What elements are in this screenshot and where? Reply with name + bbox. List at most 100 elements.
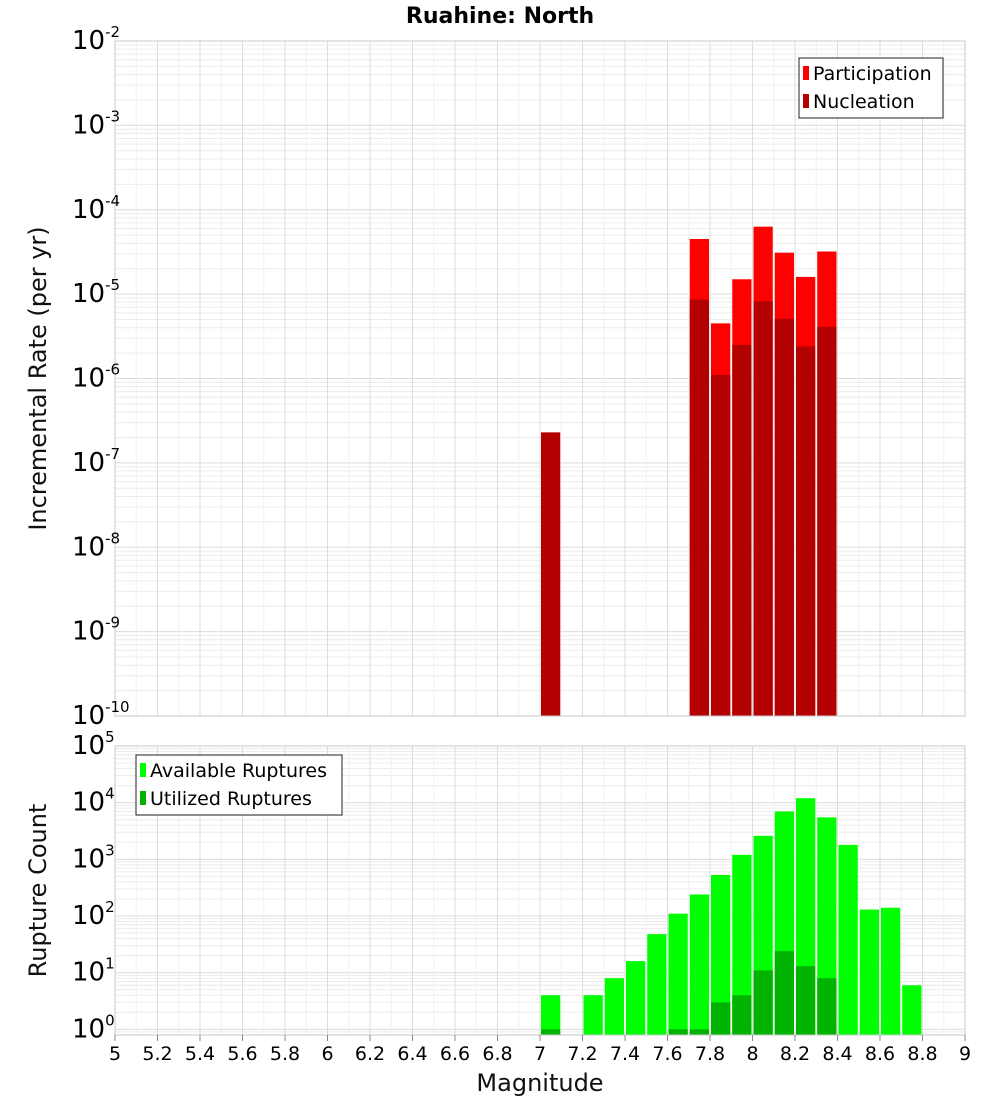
legend-label: Nucleation [813,91,915,113]
bar [817,326,837,716]
bar [774,318,794,716]
y-tick-base: 10 [72,26,105,56]
y-tick-label: 10-6 [72,361,120,394]
y-tick-exponent: 1 [105,955,115,973]
legend-label: Participation [813,63,932,85]
y-tick-label: 10-10 [72,698,130,731]
bar [689,299,709,716]
bar [541,995,561,1035]
y-tick-base: 10 [72,195,105,225]
y-tick-label: 10-3 [72,107,120,140]
y-tick-exponent: -9 [105,614,120,632]
x-tick-label: 6.4 [397,1043,427,1065]
bar [838,844,858,1035]
x-tick-label: 7 [534,1043,546,1065]
y-tick-base: 10 [72,364,105,394]
y-tick-exponent: -6 [105,361,120,379]
x-tick-label: 5.2 [142,1043,172,1065]
bar [732,854,752,1035]
bar [796,966,816,1035]
y-tick-base: 10 [72,532,105,562]
plot-frame [114,40,966,717]
y-tick-base: 10 [72,448,105,478]
x-tick-label: 6.6 [440,1043,470,1065]
y-tick-base: 10 [72,901,105,931]
x-tick-label: 8.8 [907,1043,937,1065]
y-tick-label: 105 [72,728,115,761]
y-axis-label: Incremental Rate (per yr) [24,226,52,530]
bar [689,894,709,1035]
bar [583,995,603,1035]
y-tick-base: 10 [72,731,105,761]
rate-panel: 10-1010-910-810-710-610-510-410-310-2Inc… [24,23,966,731]
y-tick-base: 10 [72,1014,105,1044]
y-tick-exponent: 5 [105,728,115,746]
legend-swatch [803,94,809,108]
bar [796,346,816,716]
y-tick-exponent: 3 [105,841,115,859]
bar [668,913,688,1035]
x-axis-ticks: 5 5.2 5.4 5.6 5.8 6 6.2 6.4 6.6 6.8 7 7.2 7.4 7.6 7.8 8… [109,1035,971,1065]
x-tick-label: 8 [746,1043,758,1065]
chart-title: Ruahine: North [406,4,594,29]
y-tick-exponent: 4 [105,785,115,803]
y-tick-label: 10-7 [72,445,120,478]
y-tick-label: 103 [72,841,115,874]
y-tick-base: 10 [72,110,105,140]
bar [711,874,731,1035]
legend-box [135,754,343,816]
y-tick-exponent: -7 [105,445,120,463]
y-tick-exponent: 0 [105,1011,115,1029]
bar [753,970,773,1035]
x-tick-label: 7.6 [652,1043,682,1065]
bar [647,934,667,1035]
y-tick-base: 10 [72,701,105,731]
y-tick-base: 10 [72,617,105,647]
y-tick-label: 101 [72,955,115,988]
x-tick-label: 6.2 [355,1043,385,1065]
legend-label: Available Ruptures [150,760,327,782]
bar [753,301,773,716]
x-tick-label: 5 [109,1043,121,1065]
bar [711,375,731,716]
bar [668,1029,688,1035]
legend-swatch [140,763,146,777]
bar [541,1029,561,1035]
grid [114,40,966,717]
x-tick-label: 7.8 [695,1043,725,1065]
bar [626,961,646,1035]
legend-label: Utilized Ruptures [150,788,312,810]
bar [817,978,837,1035]
y-tick-base: 10 [72,844,105,874]
x-tick-label: 8.6 [865,1043,895,1065]
x-tick-label: 7.2 [567,1043,597,1065]
y-tick-label: 10-2 [72,23,120,56]
y-tick-label: 104 [72,785,115,818]
y-tick-base: 10 [72,279,105,309]
y-tick-exponent: -8 [105,529,120,547]
legend-box [798,57,944,119]
y-tick-label: 10-5 [72,276,120,309]
y-tick-exponent: -4 [105,192,120,210]
y-tick-exponent: -2 [105,23,120,41]
x-tick-label: 6 [321,1043,333,1065]
x-tick-label: 9 [959,1043,971,1065]
y-tick-exponent: -3 [105,107,120,125]
x-tick-label: 8.4 [822,1043,852,1065]
x-tick-label: 5.4 [185,1043,215,1065]
bar [732,344,752,716]
bar [902,985,922,1035]
y-tick-label: 102 [72,898,115,931]
series-nucleation [541,299,837,716]
x-tick-label: 8.2 [780,1043,810,1065]
legend: Participation Nucleation [798,57,944,119]
x-tick-label: 7.4 [610,1043,640,1065]
x-tick-label: 5.6 [227,1043,257,1065]
y-tick-exponent: 2 [105,898,115,916]
x-tick-label: 6.8 [482,1043,512,1065]
bar [732,995,752,1035]
